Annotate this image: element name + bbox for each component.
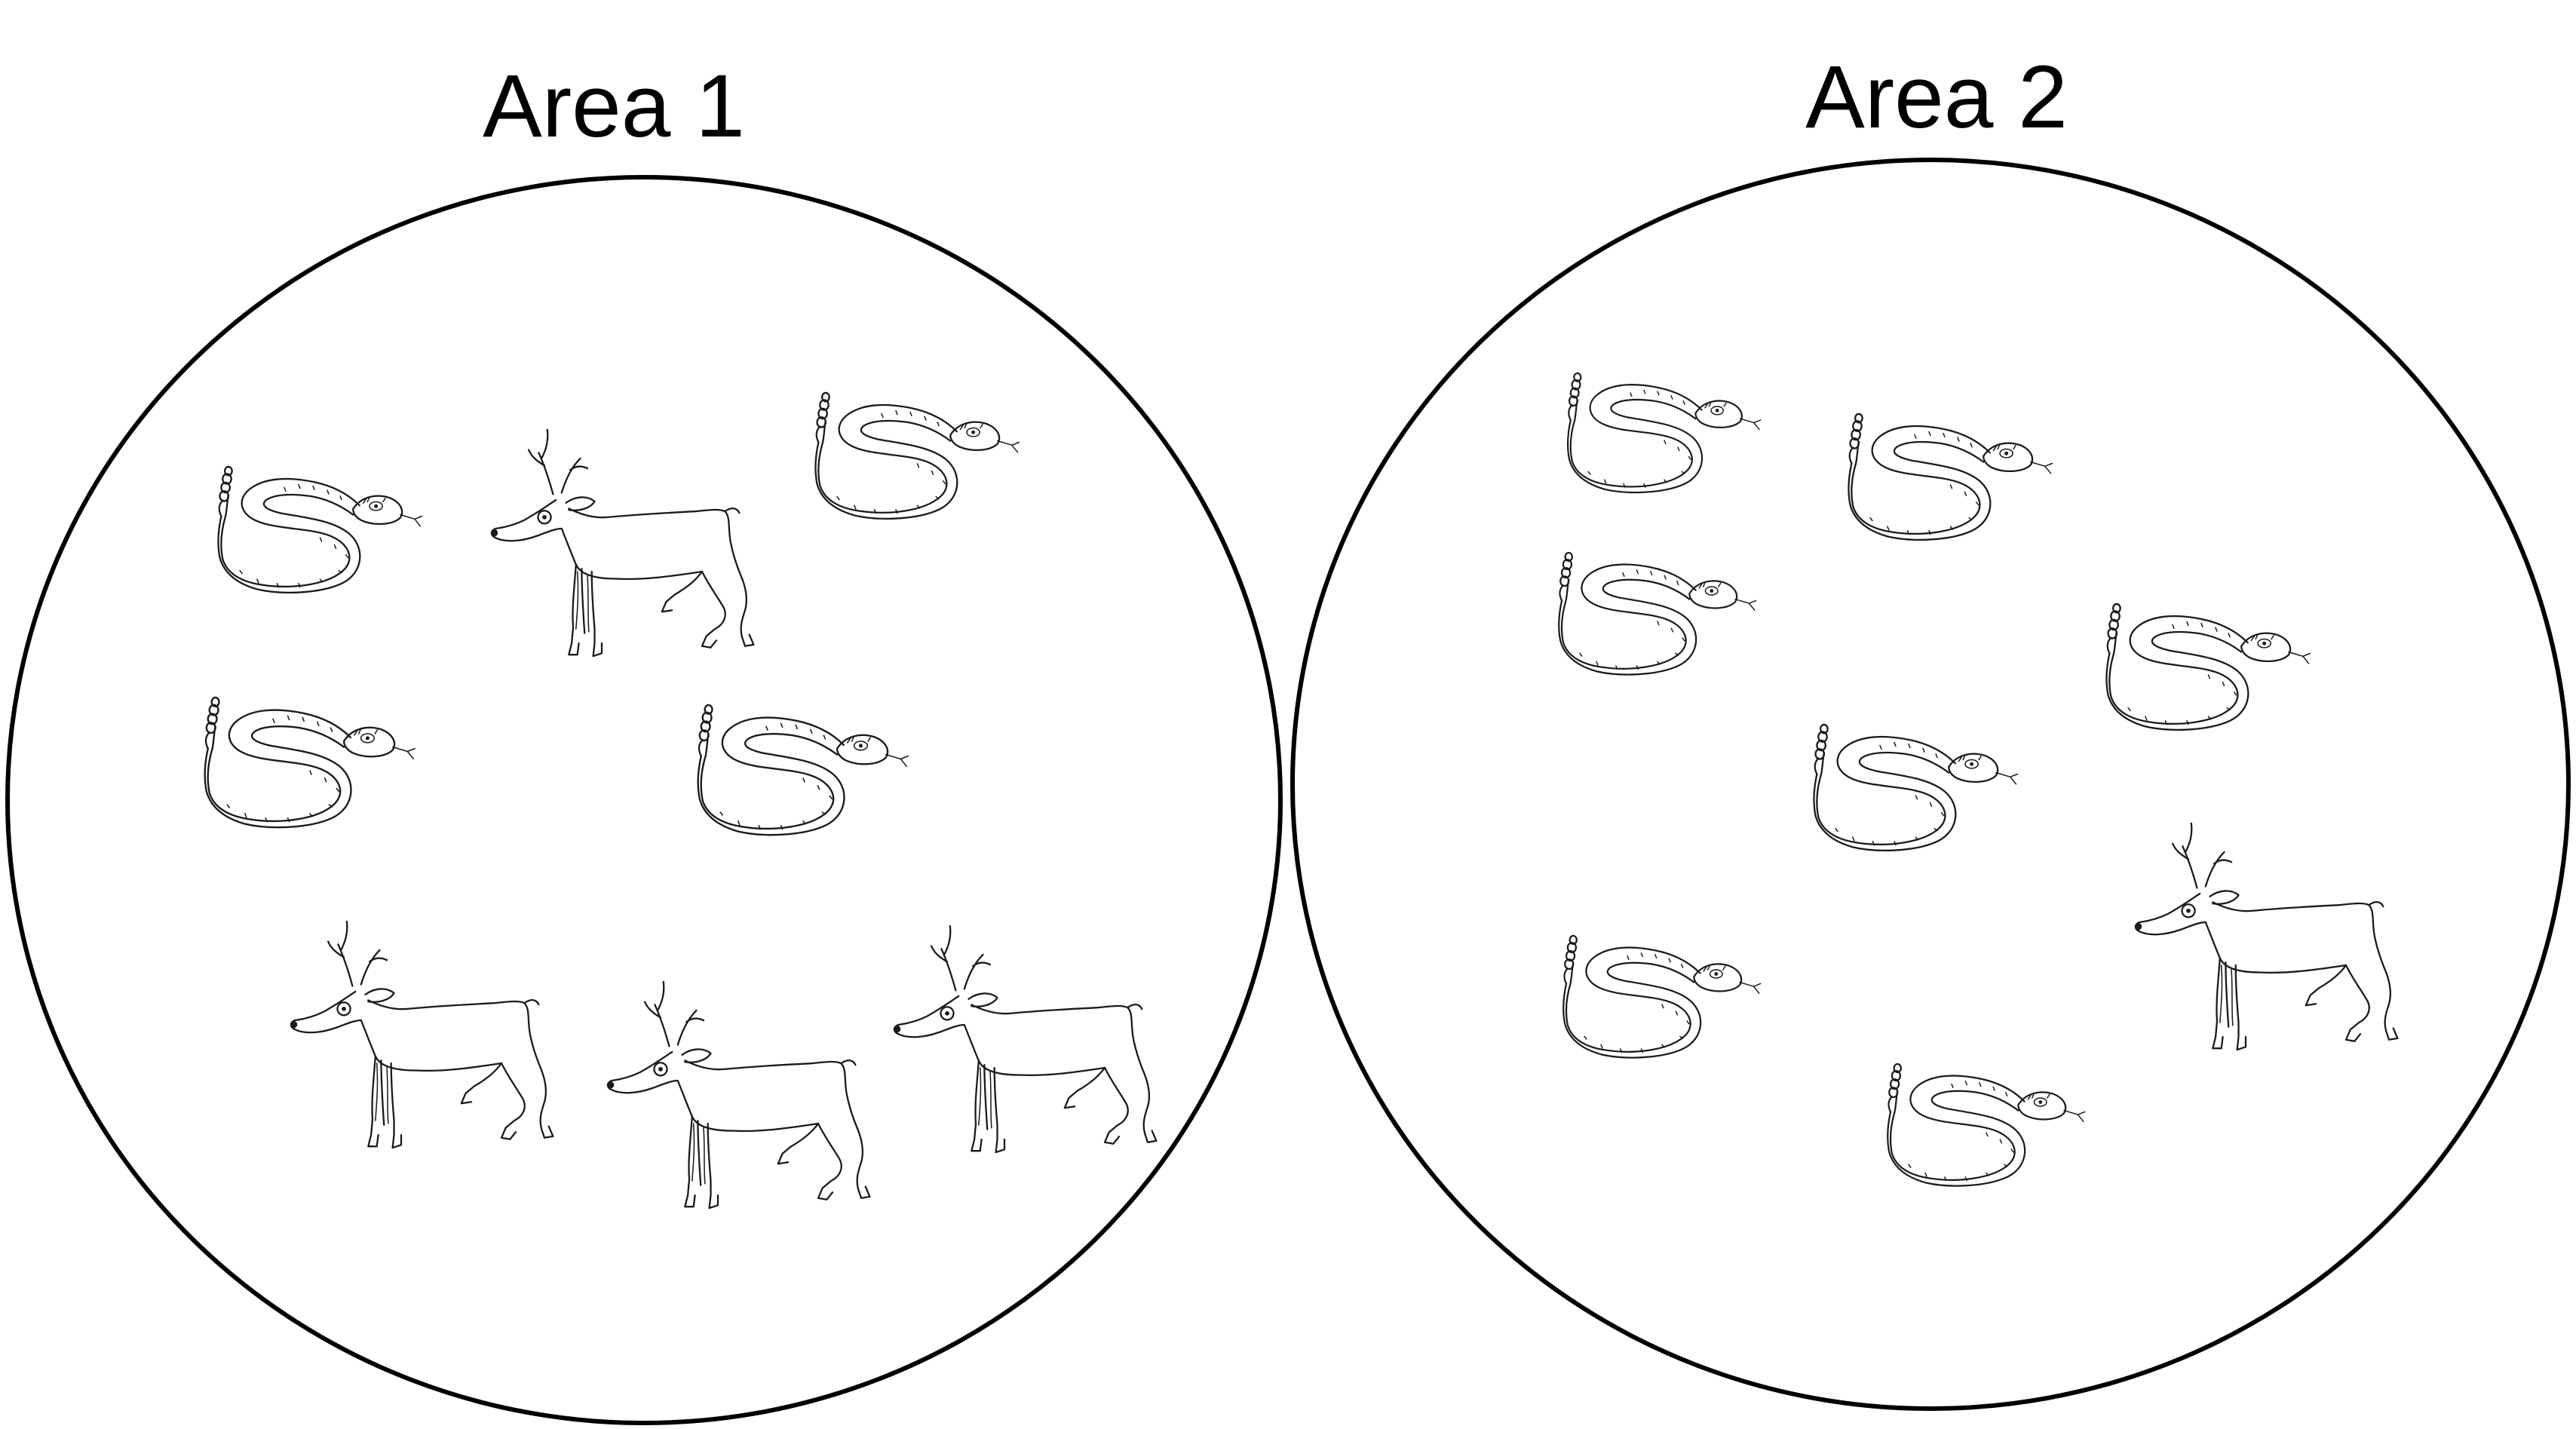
- area-2-title: Area 2: [1805, 48, 2068, 147]
- area-1-circle: [5, 175, 1283, 1425]
- deer-icon: [606, 980, 871, 1210]
- area-1-title: Area 1: [483, 57, 745, 156]
- area-1-animals: [204, 391, 1158, 1210]
- snake-icon: [1562, 934, 1762, 1059]
- snake-icon: [2105, 603, 2311, 731]
- deer-icon: [489, 428, 755, 658]
- deer-icon: [2133, 822, 2399, 1051]
- area-2-animals: [1558, 372, 2399, 1187]
- snake-icon: [1887, 1063, 2086, 1187]
- snake-icon: [1558, 551, 1757, 676]
- deer-icon: [892, 925, 1158, 1154]
- snake-icon: [204, 696, 416, 829]
- snake-icon: [1813, 723, 2019, 851]
- snake-icon: [1566, 372, 1762, 494]
- area-2-circle: [1290, 158, 2571, 1411]
- deer-icon: [289, 920, 554, 1149]
- snake-icon: [217, 465, 423, 593]
- snake-icon: [1848, 412, 2053, 541]
- snake-icon: [814, 391, 1020, 520]
- snake-icon: [697, 704, 909, 836]
